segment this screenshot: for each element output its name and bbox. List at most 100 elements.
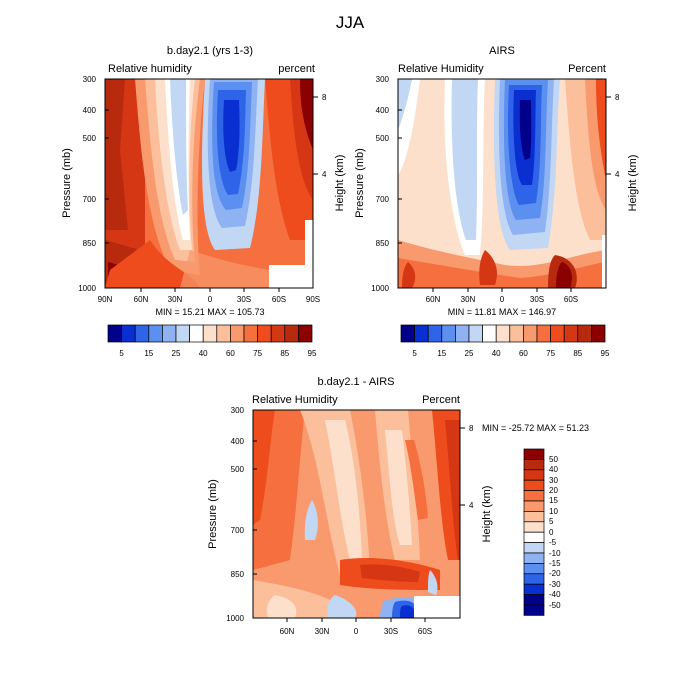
- panel-model-x-tick: 0: [208, 295, 213, 304]
- panel-diff-colorbar-label: 50: [549, 455, 558, 464]
- panel-model-field: [105, 79, 313, 288]
- panel-obs-y-tick: 1000: [371, 284, 389, 293]
- panel-diff-y-tick: 400: [231, 437, 245, 446]
- panel-model-y2-label: Height (km): [334, 155, 346, 212]
- panel-model-left-label: Relative humidity: [108, 63, 192, 75]
- panel-model-y2-tick: 4: [322, 170, 327, 179]
- panel-model-x-tick: 60N: [134, 295, 149, 304]
- panel-model-colorbar-label: 25: [172, 349, 181, 358]
- panel-diff-colorbar-label: 0: [549, 528, 554, 537]
- panel-obs-y-label: Pressure (mb): [354, 148, 366, 218]
- panel-model-x-tick: 60S: [272, 295, 286, 304]
- panel-obs-y2-tick: 8: [615, 93, 620, 102]
- panel-model-colorbar-label: 75: [253, 349, 262, 358]
- panel-obs-field: [398, 79, 606, 288]
- panel-obs-colorbar-label: 75: [546, 349, 555, 358]
- panel-diff-y-tick: 300: [231, 406, 245, 415]
- panel-obs-y-tick: 500: [376, 134, 390, 143]
- panel-diff-colorbar-label: -5: [549, 538, 557, 547]
- panel-model-colorbar-label: 15: [144, 349, 153, 358]
- panel-model-x-tick: 90N: [98, 295, 113, 304]
- panel-diff-stats: MIN = -25.72 MAX = 51.23: [482, 423, 589, 433]
- panel-diff-colorbar-label: -15: [549, 559, 561, 568]
- panel-obs-colorbar: [400, 324, 606, 343]
- panel-diff-y-tick: 500: [231, 465, 245, 474]
- panel-obs-x-tick: 30S: [530, 295, 544, 304]
- panel-diff-right-label: Percent: [422, 394, 460, 406]
- panel-model-y2-tick: 8: [322, 93, 327, 102]
- panel-model-y-tick: 700: [83, 195, 97, 204]
- panel-obs-y-tick: 700: [376, 195, 390, 204]
- panel-obs-y-tick: 850: [376, 239, 390, 248]
- panel-diff-colorbar-label: 15: [549, 496, 558, 505]
- panel-diff: b.day2.1 - AIRS Relative Humidity Percen…: [207, 376, 589, 636]
- panel-obs-colorbar-label: 15: [437, 349, 446, 358]
- panel-obs-colorbar-label: 85: [573, 349, 582, 358]
- panel-obs-x-tick: 0: [500, 295, 505, 304]
- panel-diff-y-label: Pressure (mb): [207, 479, 219, 549]
- panel-model-x-tick: 90S: [306, 295, 320, 304]
- panel-diff-title: b.day2.1 - AIRS: [317, 376, 394, 388]
- panel-model-y-tick: 500: [83, 134, 97, 143]
- panel-diff-y-tick: 1000: [226, 614, 244, 623]
- panel-obs-y-tick: 300: [376, 75, 390, 84]
- panel-model-y-label: Pressure (mb): [61, 148, 73, 218]
- panel-diff-colorbar-label: -50: [549, 601, 561, 610]
- panel-model: b.day2.1 (yrs 1-3) Relative humidity per…: [61, 45, 346, 358]
- panel-diff-x-tick: 30N: [315, 627, 330, 636]
- panel-model-colorbar-label: 60: [226, 349, 235, 358]
- panel-obs-colorbar-label: 60: [519, 349, 528, 358]
- panel-model-colorbar-label: 85: [280, 349, 289, 358]
- panel-diff-y-tick: 700: [231, 526, 245, 535]
- panel-obs-stats: MIN = 11.81 MAX = 146.97: [448, 307, 556, 317]
- panel-obs-x-tick: 30N: [461, 295, 476, 304]
- panel-obs-left-label: Relative Humidity: [398, 63, 484, 75]
- panel-diff-y2-label: Height (km): [481, 486, 493, 543]
- panel-diff-left-label: Relative Humidity: [252, 394, 338, 406]
- panel-model-x-tick: 30S: [237, 295, 251, 304]
- panel-model-y-tick: 1000: [78, 284, 96, 293]
- panel-model-title: b.day2.1 (yrs 1-3): [167, 45, 253, 57]
- panel-obs-x-tick: 60N: [426, 295, 441, 304]
- panel-model-right-label: percent: [278, 63, 315, 75]
- panel-diff-x-tick: 30S: [384, 627, 398, 636]
- panel-obs-title: AIRS: [489, 45, 515, 57]
- panel-model-stats: MIN = 15.21 MAX = 105.73: [155, 307, 264, 317]
- panel-model-colorbar-label: 5: [119, 349, 124, 358]
- panel-obs-x-tick: 60S: [564, 295, 578, 304]
- panel-diff-colorbar-label: -40: [549, 590, 561, 599]
- panel-diff-colorbar: [523, 448, 545, 616]
- panel-obs: AIRS Relative Humidity Percent: [354, 45, 639, 358]
- panel-diff-y2-tick: 8: [469, 424, 474, 433]
- panel-obs-y2-tick: 4: [615, 170, 620, 179]
- panel-obs-colorbar-label: 40: [492, 349, 501, 358]
- panel-model-y-tick: 850: [83, 239, 97, 248]
- panel-diff-colorbar-label: -20: [549, 569, 561, 578]
- panel-diff-colorbar-label: 40: [549, 465, 558, 474]
- panel-diff-x-tick: 60S: [418, 627, 432, 636]
- panel-obs-colorbar-label: 5: [412, 349, 417, 358]
- panel-model-y-tick: 300: [83, 75, 97, 84]
- panel-diff-colorbar-label: -10: [549, 549, 561, 558]
- panel-model-y-tick: 400: [83, 106, 97, 115]
- panel-obs-y-tick: 400: [376, 106, 390, 115]
- panel-diff-colorbar-label: 5: [549, 517, 554, 526]
- page-title: JJA: [336, 13, 365, 32]
- panel-diff-y2-tick: 4: [469, 501, 474, 510]
- panel-diff-field: [253, 410, 460, 618]
- panel-diff-colorbar-label: 10: [549, 507, 558, 516]
- panel-obs-right-label: Percent: [568, 63, 606, 75]
- panel-model-colorbar-label: 40: [199, 349, 208, 358]
- panel-obs-y2-label: Height (km): [627, 155, 639, 212]
- panel-obs-colorbar-label: 95: [601, 349, 610, 358]
- panel-diff-colorbar-label: -30: [549, 580, 561, 589]
- panel-diff-colorbar-label: 20: [549, 486, 558, 495]
- panel-obs-colorbar-label: 25: [465, 349, 474, 358]
- panel-model-colorbar: [107, 324, 313, 343]
- panel-diff-x-tick: 0: [354, 627, 359, 636]
- panel-diff-x-tick: 60N: [280, 627, 295, 636]
- panel-model-x-tick: 30N: [168, 295, 183, 304]
- panel-diff-colorbar-label: 30: [549, 476, 558, 485]
- panel-diff-y-tick: 850: [231, 570, 245, 579]
